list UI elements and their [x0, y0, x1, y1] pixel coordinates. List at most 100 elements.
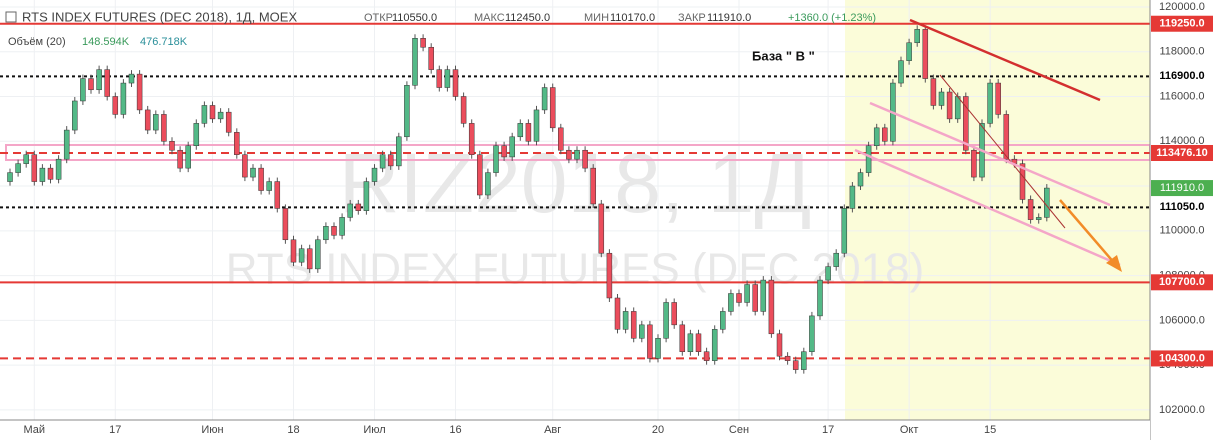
time-axis: [0, 420, 1150, 440]
candle: [541, 87, 548, 111]
candle: [509, 136, 515, 158]
candle: [963, 96, 969, 151]
price-label: 113476.10: [1156, 147, 1207, 159]
candle: [234, 132, 240, 155]
candle: [630, 311, 637, 339]
price-label: 111050.0: [1160, 201, 1205, 213]
candle: [153, 114, 159, 131]
collapse-icon[interactable]: [5, 11, 17, 23]
grid: [0, 0, 1150, 420]
candle: [339, 217, 345, 236]
candle: [1019, 163, 1026, 200]
candle: [639, 324, 645, 339]
candle: [250, 167, 256, 178]
candle: [614, 297, 621, 330]
candle: [298, 248, 305, 263]
candles: [7, 25, 1050, 374]
candle: [274, 181, 281, 209]
volume-value: 148.594K: [82, 36, 130, 48]
candle: [930, 78, 937, 106]
candle: [590, 167, 596, 205]
price-label-box: [1151, 144, 1213, 161]
candle: [412, 38, 418, 86]
price-label: 107700.0: [1159, 276, 1205, 288]
candle: [258, 167, 264, 191]
price-label-box: [1151, 350, 1213, 367]
candle: [906, 42, 912, 61]
candle: [323, 226, 329, 241]
candle: [517, 123, 524, 138]
x-tick-label: Июл: [363, 424, 385, 436]
x-tick-label: Сен: [729, 424, 749, 436]
stat-label: МИН: [584, 12, 609, 24]
candle: [938, 91, 945, 106]
last-price-label: 111910.0: [1160, 182, 1204, 194]
x-tick-label: 17: [109, 424, 121, 436]
candle: [647, 324, 653, 359]
candle: [817, 279, 823, 317]
candle: [169, 141, 175, 151]
candle: [306, 248, 313, 270]
candle: [379, 154, 386, 169]
candle: [136, 73, 143, 111]
candle: [1044, 187, 1050, 218]
price-label: 104300.0: [1159, 352, 1205, 364]
channel-line: [854, 148, 1121, 267]
candle: [371, 167, 378, 182]
axes: 102000.0104000.0106000.0108000.0110000.0…: [24, 1, 1213, 436]
candle: [88, 78, 94, 91]
candle: [857, 172, 864, 187]
candle: [315, 239, 321, 270]
price-axis: [1150, 0, 1214, 440]
candle: [801, 351, 807, 370]
candle: [525, 123, 532, 142]
candle: [501, 145, 507, 158]
candle: [201, 105, 208, 124]
candle: [841, 208, 848, 254]
candle: [242, 154, 248, 178]
last-price-box: [1151, 180, 1213, 197]
candle: [971, 149, 977, 178]
candle: [720, 311, 726, 330]
candle: [428, 46, 434, 70]
candle: [574, 149, 580, 160]
price-label: 119250.0: [1159, 18, 1204, 30]
candle: [72, 100, 78, 131]
candle: [809, 315, 815, 352]
candle: [703, 351, 710, 361]
candle: [80, 78, 86, 102]
channel-line: [869, 101, 1111, 207]
candle: [784, 355, 791, 361]
candle: [865, 145, 872, 173]
candle: [47, 167, 54, 180]
candle: [898, 60, 904, 84]
candle: [185, 145, 191, 169]
candle: [598, 203, 605, 254]
y-tick-label: 106000.0: [1159, 314, 1205, 326]
x-tick-label: Июн: [201, 424, 223, 436]
candle: [452, 69, 459, 97]
candle: [728, 293, 734, 312]
x-tick-label: 16: [449, 424, 461, 436]
candle: [873, 127, 880, 146]
price-label-box: [1151, 274, 1213, 291]
symbol: RTS INDEX FUTURES (DEC 2018), 1Д, MOEX: [22, 9, 297, 24]
candle: [954, 96, 961, 120]
candle: [347, 203, 353, 218]
candle: [533, 109, 540, 142]
arrow-head: [1106, 255, 1122, 272]
stat-value: 111910.0: [707, 12, 751, 24]
candle: [987, 82, 993, 124]
y-tick-label: 102000.0: [1159, 404, 1205, 416]
candle: [193, 123, 200, 146]
x-tick-label: 15: [984, 424, 996, 436]
candle: [493, 145, 499, 173]
stat-label: ЗАКР: [678, 12, 706, 24]
candle: [671, 302, 677, 326]
price-label-box: [1151, 15, 1213, 32]
candle: [112, 96, 119, 115]
candle: [468, 123, 475, 155]
y-tick-label: 120000.0: [1159, 1, 1205, 13]
candle: [711, 329, 718, 361]
candle: [282, 208, 289, 241]
